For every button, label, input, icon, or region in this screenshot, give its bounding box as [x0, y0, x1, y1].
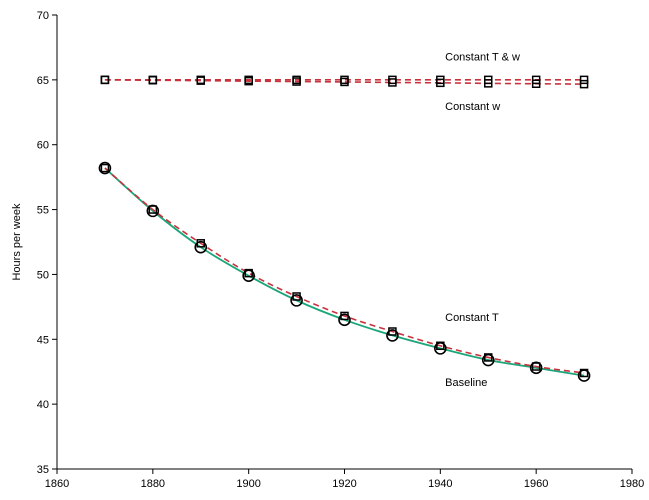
y-tick-label: 50 [37, 269, 49, 281]
series-markers [98, 75, 591, 382]
baseline-point [338, 313, 351, 327]
series-lines [104, 79, 585, 377]
series-annotation: Constant w [445, 101, 500, 113]
series-layer [98, 75, 591, 382]
constant_t-point [436, 341, 445, 351]
y-ticks: 35 40 45 50 55 60 65 70 [37, 10, 57, 476]
x-tick-label: 1860 [45, 478, 69, 490]
constant_w-point [292, 77, 301, 86]
constant_w-point [436, 78, 445, 88]
x-tick-label: 1980 [620, 478, 644, 490]
x-tick-label: 1920 [332, 478, 356, 490]
baseline-point [98, 161, 112, 175]
constant_w-point [388, 78, 397, 87]
y-axis-title: Hours per week [11, 203, 23, 281]
annotation-layer: Constant T & w Constant w Constant T Baseli… [445, 52, 520, 390]
constant_w-point [579, 79, 589, 89]
x-tick-label: 1940 [428, 478, 452, 490]
constant_t-point [579, 368, 589, 378]
constant_w-point [244, 76, 253, 86]
x-ticks: 1860 1880 1900 1920 1940 1960 1980 [45, 469, 644, 490]
y-tick-label: 55 [37, 205, 49, 217]
baseline-point [290, 294, 303, 307]
constant_w-point [340, 77, 349, 87]
y-tick-label: 70 [37, 10, 49, 22]
baseline-point [386, 329, 399, 342]
constant_t-point [196, 239, 205, 248]
constant_w-point [100, 75, 110, 85]
constant_t-point [100, 163, 110, 173]
y-tick-label: 35 [37, 464, 49, 476]
constant_t-point [388, 327, 397, 336]
constant_w-point [196, 76, 205, 85]
constant_tw-point [579, 75, 589, 85]
constant_w-line [104, 79, 585, 85]
constant_t-point [484, 353, 493, 362]
baseline-point [194, 240, 208, 254]
x-tick-label: 1900 [236, 478, 260, 490]
series-annotation: Constant T & w [445, 52, 520, 64]
y-tick-label: 40 [37, 399, 49, 411]
constant_t-point [292, 292, 301, 301]
constant_w-point [148, 75, 158, 85]
constant_t-point [148, 205, 158, 214]
y-tick-label: 65 [37, 75, 49, 87]
x-tick-label: 1880 [141, 478, 165, 490]
constant_t-line [104, 167, 585, 374]
series-annotation: Constant T [445, 312, 499, 324]
constant_w-point [531, 79, 541, 88]
constant_w-point [484, 79, 493, 88]
baseline-line [104, 167, 585, 377]
constant_t-point [531, 362, 541, 371]
constant_t-point [244, 268, 253, 278]
constant_t-point [340, 311, 349, 321]
y-tick-label: 45 [37, 334, 49, 346]
series-annotation: Baseline [445, 377, 487, 389]
y-tick-label: 60 [37, 140, 49, 152]
x-tick-label: 1960 [524, 478, 548, 490]
